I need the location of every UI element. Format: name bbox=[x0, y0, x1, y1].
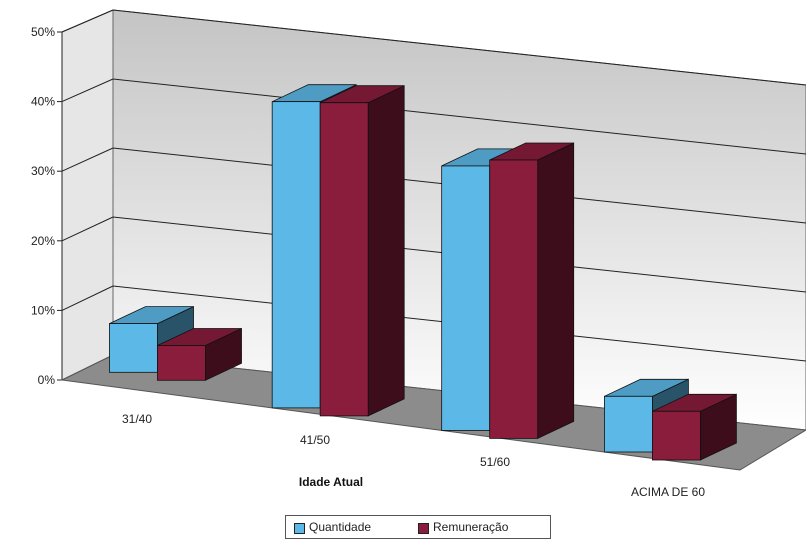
y-tick-label: 40% bbox=[31, 95, 55, 109]
x-tick-label: 51/60 bbox=[480, 455, 510, 469]
gridline bbox=[61, 78, 114, 103]
x-tick-label: 31/40 bbox=[122, 412, 152, 426]
y-tick-label: 30% bbox=[31, 164, 55, 178]
legend-label-remuneracao: Remuneração bbox=[433, 520, 509, 534]
y-tick-label: 50% bbox=[31, 25, 55, 39]
gridline bbox=[61, 147, 114, 172]
y-tick-label: 10% bbox=[31, 303, 55, 317]
bar-remuneracao-0 bbox=[157, 327, 242, 381]
legend-swatch-remuneracao bbox=[418, 523, 429, 534]
x-axis-title: Idade Atual bbox=[299, 475, 363, 489]
gridline bbox=[61, 9, 114, 33]
legend: Quantidade Remuneração bbox=[285, 515, 551, 539]
legend-label-quantidade: Quantidade bbox=[309, 520, 372, 534]
gridline bbox=[61, 285, 114, 311]
x-tick-label: 41/50 bbox=[300, 433, 330, 447]
gridline bbox=[112, 9, 806, 86]
gridline bbox=[61, 216, 114, 242]
y-tick-label: 0% bbox=[38, 373, 56, 387]
legend-swatch-quantidade bbox=[294, 523, 305, 534]
x-tick-label: ACIMA DE 60 bbox=[631, 485, 705, 499]
bar-remuneracao-3 bbox=[652, 393, 737, 461]
bar-remuneracao-2 bbox=[489, 142, 575, 440]
y-tick-label: 20% bbox=[31, 234, 55, 248]
side-wall bbox=[61, 9, 114, 381]
bar-remuneracao-1 bbox=[319, 85, 405, 417]
gridline bbox=[112, 78, 806, 155]
